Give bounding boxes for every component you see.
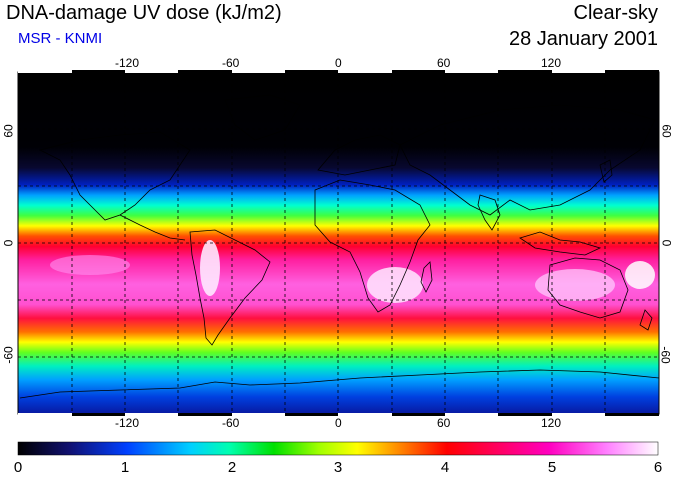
high-dose-patch <box>367 267 423 303</box>
date-label: 28 January 2001 <box>508 28 658 50</box>
colorbar-label: 0 <box>13 459 23 476</box>
frame-scale-bars <box>18 70 659 416</box>
colorbar-label: 2 <box>227 459 237 476</box>
lon-tick-top: -120 <box>115 56 140 70</box>
lon-tick-bottom: 60 <box>437 416 451 430</box>
colorbar-label: 1 <box>120 459 130 476</box>
high-dose-patch <box>200 240 220 296</box>
source-label: MSR - KNMI <box>18 30 103 47</box>
graticule <box>18 72 659 414</box>
lon-tick-top: 60 <box>437 56 451 70</box>
lon-tick-top: 0 <box>335 56 342 70</box>
map-title: DNA-damage UV dose (kJ/m2) <box>6 2 282 24</box>
colorbar-label: 3 <box>333 459 343 476</box>
lon-tick-bottom: -60 <box>222 416 240 430</box>
lon-tick-bottom: 0 <box>335 416 342 430</box>
coastlines <box>19 94 659 399</box>
colorbar <box>17 441 659 456</box>
colorbar-label: 5 <box>547 459 557 476</box>
lon-tick-bottom: 120 <box>541 416 562 430</box>
colorbar-label: 4 <box>440 459 450 476</box>
sky-condition-label: Clear-sky <box>573 2 658 24</box>
colorbar-label: 6 <box>653 459 663 476</box>
lon-tick-bottom: -120 <box>115 416 140 430</box>
lon-tick-top: 120 <box>541 56 562 70</box>
lon-tick-top: -60 <box>222 56 240 70</box>
high-dose-patch <box>625 261 655 289</box>
high-dose-patch <box>50 255 130 275</box>
high-dose-patch <box>535 269 615 301</box>
